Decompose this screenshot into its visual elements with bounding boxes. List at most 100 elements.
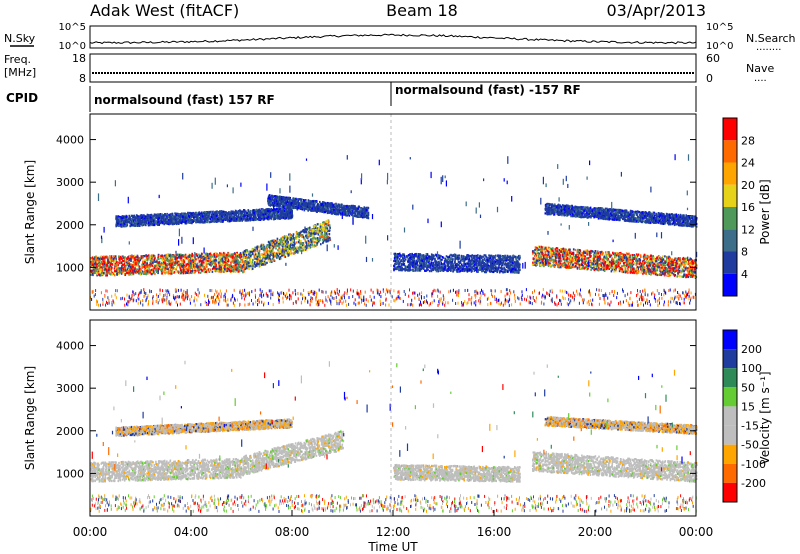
scatter-cell <box>122 268 124 271</box>
scatter-cell <box>135 221 138 224</box>
scatter-cell <box>208 270 210 273</box>
scatter-cell <box>264 262 266 265</box>
scatter-cell <box>270 240 272 243</box>
scatter-cell <box>126 263 129 266</box>
scatter-cell <box>139 267 141 271</box>
scatter-cell <box>129 222 131 225</box>
scatter-cell <box>249 254 252 257</box>
scatter-cell <box>288 209 290 213</box>
scatter-cell <box>201 215 204 218</box>
scatter-cell <box>158 268 160 271</box>
scatter-cell <box>120 266 123 270</box>
scatter-cell <box>275 254 277 257</box>
scatter-cell <box>210 215 213 219</box>
scatter-cell <box>131 218 133 221</box>
scatter-cell <box>283 212 286 215</box>
scatter-cell <box>231 265 233 268</box>
scatter-cell <box>258 254 260 257</box>
scatter-cell <box>144 262 147 265</box>
scatter-cell <box>325 233 328 236</box>
scatter-cell <box>190 265 192 268</box>
scatter-cell <box>209 259 211 263</box>
scatter-cell <box>117 264 119 267</box>
scatter-cell <box>238 215 240 218</box>
scatter-cell <box>240 258 242 261</box>
scatter-cell <box>96 259 98 262</box>
scatter-cell <box>184 255 187 258</box>
scatter-cell <box>221 258 224 261</box>
scatter-cell <box>104 268 106 271</box>
scatter-cell <box>169 260 171 263</box>
scatter-cell <box>96 268 98 271</box>
scatter-cell <box>161 213 163 216</box>
scatter-cell <box>196 254 198 258</box>
scatter-cell <box>310 232 312 235</box>
scatter-cell <box>92 272 94 276</box>
scatter-cell <box>175 253 178 256</box>
scatter-cell <box>235 269 237 272</box>
scatter-cell <box>218 265 221 268</box>
scatter-cell <box>213 255 216 258</box>
scatter-cell <box>237 270 239 273</box>
scatter-cell <box>327 236 330 239</box>
scatter-cell <box>222 219 225 222</box>
scatter-cell <box>165 221 167 224</box>
scatter-cell <box>318 209 320 212</box>
scatter-cell <box>233 267 235 270</box>
scatter-cell <box>195 265 197 268</box>
scatter-cell <box>261 259 263 262</box>
scatter-cell <box>98 274 101 277</box>
scatter-cell <box>123 216 126 219</box>
scatter-cell <box>276 207 278 210</box>
scatter-cell <box>215 265 217 268</box>
scatter-cell <box>267 255 269 258</box>
scatter-cell <box>170 255 173 258</box>
scatter-cell <box>272 243 274 246</box>
scatter-cell <box>268 257 271 260</box>
scatter-cell <box>118 267 120 270</box>
scatter-cell <box>322 227 325 230</box>
scatter-cell <box>268 246 271 249</box>
scatter-cell <box>133 224 135 227</box>
scatter-cell <box>188 254 191 257</box>
scatter-cell <box>149 270 151 273</box>
scatter-cell <box>288 247 290 250</box>
scatter-cell <box>174 261 176 264</box>
scatter-cell <box>309 241 312 244</box>
scatter-cell <box>94 257 97 260</box>
scatter-cell <box>118 257 121 260</box>
scatter-cell <box>132 267 135 270</box>
scatter-cell <box>290 243 293 246</box>
scatter-cell <box>122 267 124 270</box>
scatter-cell <box>243 217 245 220</box>
scatter-cell <box>251 267 254 270</box>
scatter-cell <box>318 228 321 231</box>
scatter-cell <box>172 270 174 273</box>
scatter-cell <box>290 238 293 241</box>
scatter-cell <box>199 264 202 267</box>
scatter-cell <box>119 271 122 274</box>
scatter-cell <box>285 251 287 254</box>
scatter-cell <box>236 211 238 214</box>
scatter-cell <box>154 264 156 267</box>
scatter-cell <box>134 267 136 270</box>
scatter-cell <box>228 254 231 257</box>
scatter-cell <box>157 269 159 272</box>
scatter-cell <box>188 259 191 262</box>
scatter-cell <box>163 267 165 271</box>
scatter-cell <box>267 244 269 247</box>
scatter-cell <box>223 264 226 267</box>
scatter-cell <box>319 238 321 242</box>
scatter-cell <box>175 219 177 222</box>
scatter-cell <box>125 223 128 226</box>
scatter-cell <box>100 266 103 269</box>
scatter-cell <box>161 261 163 265</box>
scatter-cell <box>254 261 256 264</box>
scatter-cell <box>161 272 163 275</box>
scatter-cell <box>298 235 301 238</box>
scatter-cell <box>199 255 201 258</box>
scatter-cell <box>157 261 159 264</box>
scatter-cell <box>110 273 112 276</box>
scatter-cell <box>101 271 103 275</box>
scatter-cell <box>187 263 189 266</box>
